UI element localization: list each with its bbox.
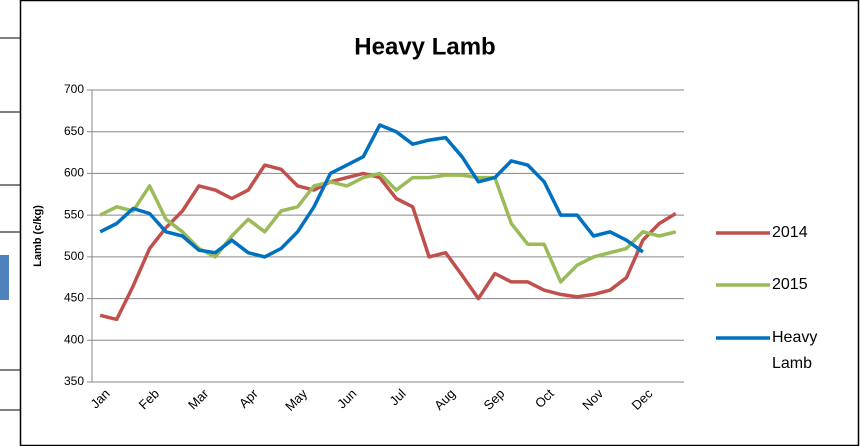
y-tick-label: 500 — [64, 249, 84, 263]
y-tick-label: 700 — [64, 82, 84, 96]
series-line — [99, 123, 644, 259]
chart-title: Heavy Lamb — [354, 33, 495, 60]
y-tick-label: 600 — [64, 166, 84, 180]
sheet-grid — [0, 37, 20, 411]
cell — [0, 255, 9, 300]
y-tick-label: 350 — [64, 374, 84, 388]
legend-label: 2014 — [772, 224, 808, 241]
legend-label: Heavy Lamb — [772, 329, 818, 372]
y-axis-title: Lamb (c/kg) — [32, 205, 44, 267]
legend-label: 2015 — [772, 276, 808, 293]
y-tick-label: 650 — [64, 124, 84, 138]
y-tick-label: 550 — [64, 207, 84, 221]
series-line — [99, 163, 677, 322]
y-tick-label: 400 — [64, 332, 84, 346]
y-tick-label: 450 — [64, 291, 84, 305]
